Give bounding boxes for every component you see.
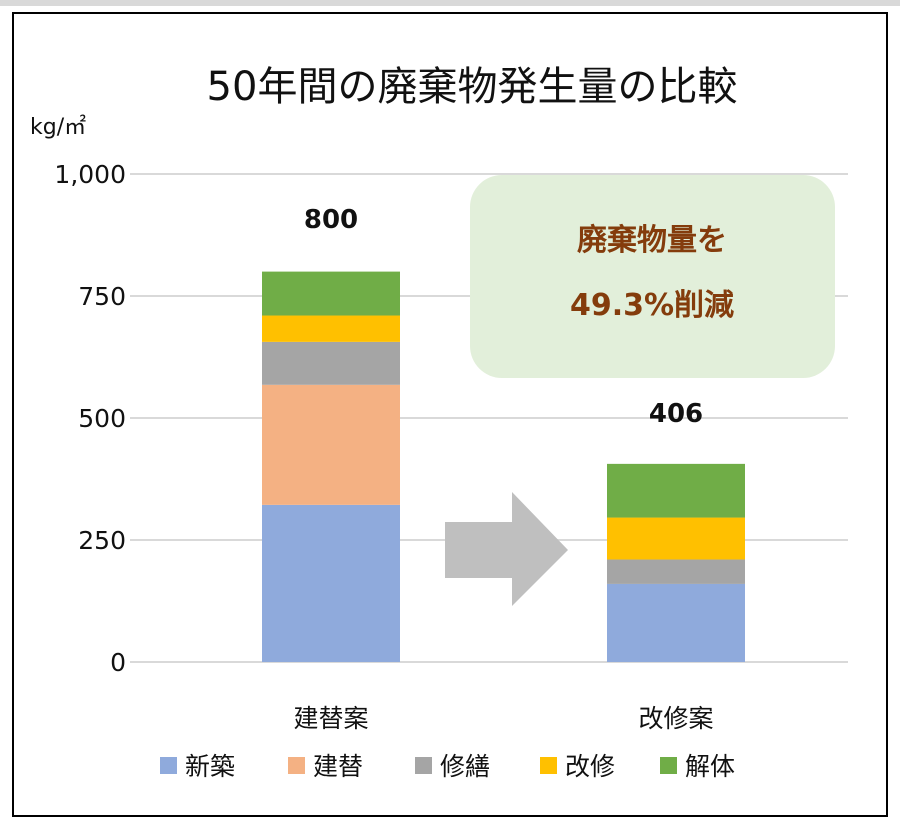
chart-frame [12,12,888,817]
bars [262,271,745,662]
x-category-labels: 建替案 改修案 [293,704,713,733]
chart-title: 50年間の廃棄物発生量の比較 [207,64,738,110]
y-tick-label: 500 [78,404,126,433]
legend-swatch [660,757,677,774]
callout-line2: 49.3%削減 [570,288,734,323]
legend-label: 建替 [313,752,363,781]
right-arrow-icon [445,492,568,606]
legend-swatch [160,757,177,774]
legend-swatch [540,757,557,774]
y-tick-labels: 0 250 500 750 1,000 [54,160,126,677]
top-strip [0,0,900,6]
bar-segment [607,559,745,584]
y-tick-label: 0 [110,648,126,677]
callout-line1: 廃棄物量を [577,223,727,258]
reduction-callout: 廃棄物量を 49.3%削減 [470,175,835,378]
callout-box [470,175,835,378]
bar-segment [262,504,400,662]
y-axis-unit: kg/㎡ [30,114,86,140]
bar-segment [262,315,400,342]
y-tick-label: 1,000 [54,160,126,189]
y-tick-label: 250 [78,526,126,555]
x-category-label: 改修案 [638,704,713,733]
bar-segment [262,341,400,385]
legend-swatch [415,757,432,774]
x-category-label: 建替案 [293,704,368,733]
bar-segment [607,583,745,662]
legend: 新築 建替 修繕 改修 解体 [160,752,735,781]
legend-label: 解体 [685,752,735,781]
y-tick-label: 750 [78,282,126,311]
bar-segment [262,271,400,316]
bar-segment [262,384,400,505]
bar-segment [607,517,745,560]
legend-swatch [288,757,305,774]
bar-totals: 800 406 [304,205,703,429]
bar-total-label: 406 [649,399,703,429]
legend-label: 新築 [185,752,235,781]
bar-segment [607,463,745,518]
legend-label: 修繕 [440,752,490,781]
bar-total-label: 800 [304,205,358,235]
legend-label: 改修 [565,752,615,781]
